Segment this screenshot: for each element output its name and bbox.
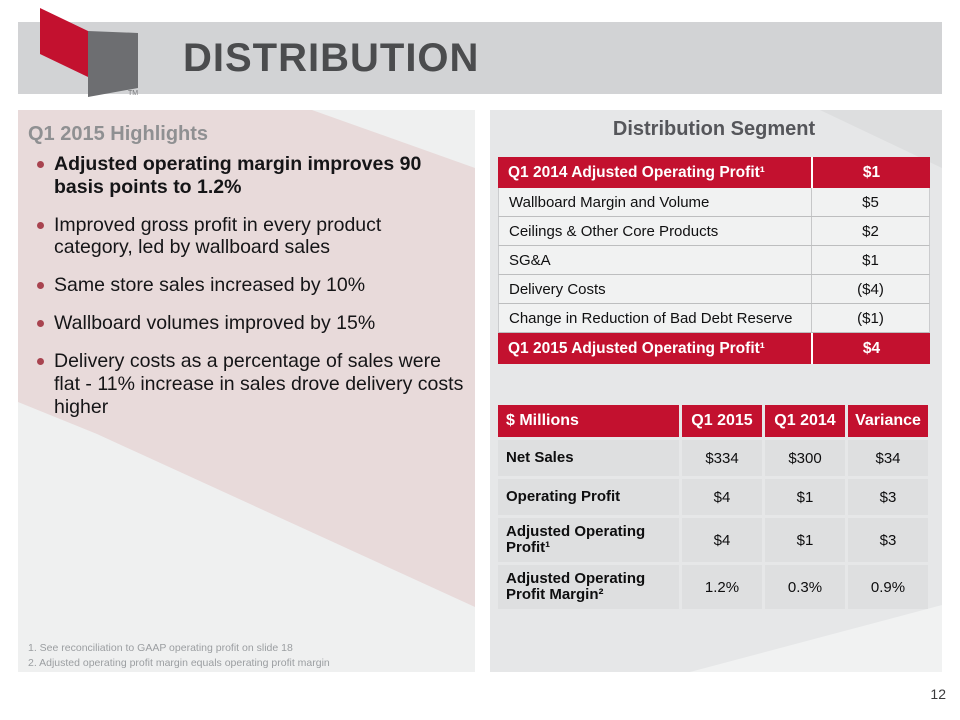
segment-row-value: $1 [811, 246, 929, 274]
segment-row-value: ($1) [811, 304, 929, 332]
page-title: DISTRIBUTION [183, 35, 480, 80]
financial-header-cell: Q1 2014 [765, 405, 845, 437]
segment-row-value: $2 [811, 217, 929, 245]
financial-value: $4 [682, 479, 762, 515]
financial-value: $3 [848, 479, 928, 515]
segment-row-label: Q1 2014 Adjusted Operating Profit¹ [508, 163, 765, 181]
segment-panel-background [690, 110, 942, 672]
highlight-bullet: Same store sales increased by 10% [28, 274, 465, 297]
footnotes: 1. See reconciliation to GAAP operating … [28, 641, 330, 670]
financial-row-label: Adjusted Operating Profit Margin² [498, 565, 679, 609]
segment-row-label: Wallboard Margin and Volume [509, 193, 710, 211]
segment-row-value: $4 [811, 333, 930, 364]
highlight-bullet: Delivery costs as a percentage of sales … [28, 350, 465, 418]
financial-value: 0.3% [765, 565, 845, 609]
segment-table: Q1 2014 Adjusted Operating Profit¹ $1 Wa… [498, 157, 930, 364]
logo-red-panel-icon [40, 8, 88, 77]
financial-value: $300 [765, 440, 845, 476]
financial-row-label: Operating Profit [498, 479, 679, 515]
segment-table-row: Delivery Costs ($4) [498, 275, 930, 304]
segment-row-label: SG&A [509, 251, 551, 269]
segment-table-row: SG&A $1 [498, 246, 930, 275]
highlight-bullet: Wallboard volumes improved by 15% [28, 312, 465, 335]
segment-table-row: Wallboard Margin and Volume $5 [498, 188, 930, 217]
financial-value: $1 [765, 518, 845, 562]
highlights-panel: Q1 2015 Highlights Adjusted operating ma… [18, 110, 475, 672]
financial-header-cell: $ Millions [498, 405, 679, 437]
header-band [18, 22, 942, 94]
segment-row-label: Q1 2015 Adjusted Operating Profit¹ [508, 339, 765, 357]
financial-header-cell: Variance [848, 405, 928, 437]
financial-row-label: Net Sales [498, 440, 679, 476]
financial-table: $ Millions Q1 2015 Q1 2014 Variance Net … [498, 405, 930, 609]
segment-row-value: $5 [811, 188, 929, 216]
footnote: 1. See reconciliation to GAAP operating … [28, 642, 293, 654]
segment-table-row: Change in Reduction of Bad Debt Reserve … [498, 304, 930, 333]
financial-value: $1 [765, 479, 845, 515]
segment-table-row: Ceilings & Other Core Products $2 [498, 217, 930, 246]
segment-table-row: Q1 2014 Adjusted Operating Profit¹ $1 [498, 157, 930, 188]
financial-header-cell: Q1 2015 [682, 405, 762, 437]
financial-value: $34 [848, 440, 928, 476]
segment-row-value: $1 [811, 157, 930, 188]
highlights-heading: Q1 2015 Highlights [28, 123, 209, 145]
financial-value: 0.9% [848, 565, 928, 609]
page-number: 12 [930, 686, 946, 702]
segment-table-row: Q1 2015 Adjusted Operating Profit¹ $4 [498, 333, 930, 364]
segment-row-value: ($4) [811, 275, 929, 303]
highlights-list: Adjusted operating margin improves 90 ba… [28, 153, 465, 418]
segment-table-title: Distribution Segment [612, 118, 816, 140]
financial-value: $334 [682, 440, 762, 476]
financial-value: $3 [848, 518, 928, 562]
highlight-bullet: Improved gross profit in every product c… [28, 214, 465, 260]
logo-gray-panel-icon [88, 31, 138, 97]
financial-row-label: Adjusted Operating Profit¹ [498, 518, 679, 562]
segment-row-label: Change in Reduction of Bad Debt Reserve [509, 309, 793, 327]
highlights-panel-background [18, 110, 475, 607]
logo-trademark: TM [128, 90, 138, 97]
segment-row-label: Delivery Costs [509, 280, 606, 298]
footnote: 2. Adjusted operating profit margin equa… [28, 656, 330, 669]
financial-value: $4 [682, 518, 762, 562]
company-logo-icon: TM [40, 8, 138, 97]
highlight-bullet: Adjusted operating margin improves 90 ba… [28, 153, 465, 199]
financial-value: 1.2% [682, 565, 762, 609]
segment-row-label: Ceilings & Other Core Products [509, 222, 719, 240]
